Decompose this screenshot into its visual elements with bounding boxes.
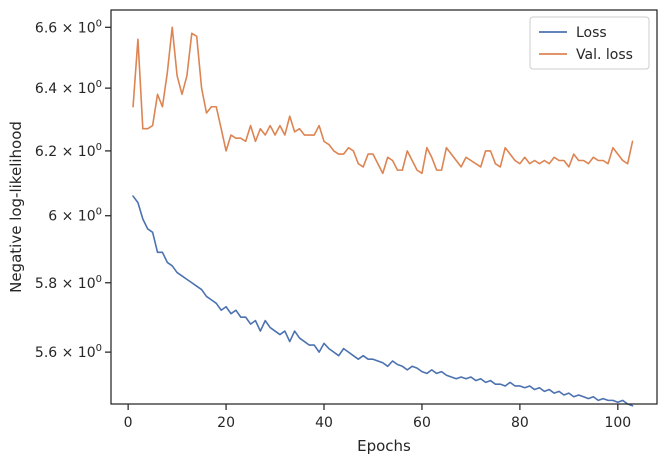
series-line-val-loss [132,26,634,175]
axes-frame [110,9,658,405]
legend: Loss Val. loss [529,16,650,70]
x-tick-label: 100 [604,415,631,431]
legend-label: Loss [576,25,607,41]
y-tick-label: 5.8 × 100 [35,274,102,292]
legend-label: Val. loss [576,47,633,63]
y-tick-label: 6 × 100 [48,207,102,225]
series-line-loss [132,195,634,407]
y-tick-label: 6.6 × 100 [35,18,102,36]
y-axis-ticks: 5.6 × 100 5.8 × 100 6 × 100 6.2 × 100 6.4 × … [35,18,111,361]
x-axis-label: Epochs [357,437,411,455]
x-tick-label: 60 [413,415,431,431]
x-axis-ticks: 0 20 40 60 80 100 [124,404,631,431]
legend-box [529,16,650,70]
plot-area [110,9,658,407]
x-tick-label: 40 [315,415,333,431]
y-tick-label: 6.4 × 100 [35,79,102,97]
series-layer [132,26,634,407]
x-tick-label: 20 [217,415,235,431]
x-tick-label: 80 [511,415,529,431]
x-tick-label: 0 [124,415,133,431]
y-axis-label: Negative log-likelihood [7,121,25,293]
y-tick-label: 5.6 × 100 [35,343,102,361]
y-tick-label: 6.2 × 100 [35,142,102,160]
